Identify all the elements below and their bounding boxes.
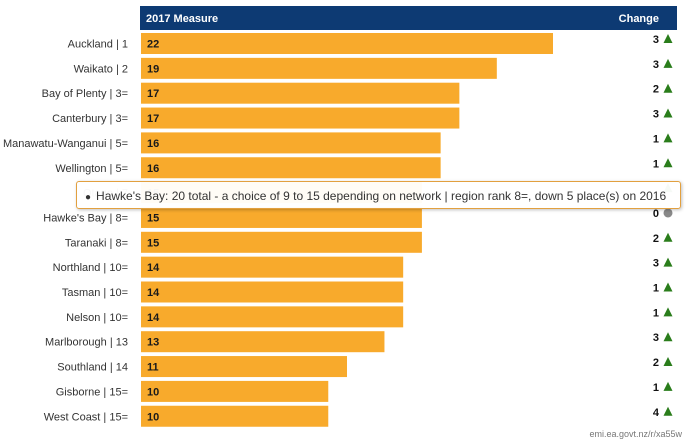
change-value-label: 2 <box>653 84 659 96</box>
change-up-arrow-icon <box>663 34 673 43</box>
bar-value-label: 17 <box>147 88 159 100</box>
change-up-arrow-icon <box>663 158 673 168</box>
bar <box>141 206 422 228</box>
bar-value-label: 16 <box>147 163 159 175</box>
bar <box>141 132 441 154</box>
bar-value-label: 15 <box>147 237 159 249</box>
change-value-label: 3 <box>653 258 659 270</box>
change-value-label: 3 <box>653 109 659 121</box>
bar <box>141 157 441 179</box>
change-up-arrow-icon <box>663 332 673 342</box>
bar <box>141 82 460 104</box>
category-label: Waikato | 2 <box>74 63 128 75</box>
bar-value-label: 11 <box>147 362 159 374</box>
source-url[interactable]: emi.ea.govt.nz/r/xa55w <box>589 429 682 439</box>
change-value-label: 1 <box>653 133 659 145</box>
bar <box>141 33 553 54</box>
category-label: Bay of Plenty | 3= <box>42 88 128 100</box>
bar-value-label: 22 <box>147 39 159 51</box>
bar-value-label: 14 <box>147 312 160 324</box>
header-change-label: Change <box>619 13 659 25</box>
chart-tooltip: ● Hawke's Bay: 20 total - a choice of 9 t… <box>76 181 681 209</box>
bar <box>141 380 329 402</box>
change-up-arrow-icon <box>663 83 673 93</box>
bar <box>141 107 460 129</box>
change-up-arrow-icon <box>663 406 673 416</box>
category-label: Nelson | 10= <box>66 312 128 324</box>
bar <box>141 256 404 278</box>
change-up-arrow-icon <box>663 307 673 317</box>
category-label: Hawke's Bay | 8= <box>43 212 128 224</box>
bar-value-label: 14 <box>147 262 160 274</box>
change-up-arrow-icon <box>663 381 673 391</box>
category-label: Manawatu-Wanganui | 5= <box>3 138 128 150</box>
bar-value-label: 17 <box>147 113 159 125</box>
category-label: Canterbury | 3= <box>52 113 128 125</box>
change-value-label: 3 <box>653 332 659 344</box>
category-label: West Coast | 15= <box>44 411 128 423</box>
bar <box>141 405 329 427</box>
change-value-label: 0 <box>653 208 659 220</box>
tooltip-bullet: ● <box>85 192 92 203</box>
change-up-arrow-icon <box>663 133 673 143</box>
category-label: Tasman | 10= <box>62 287 128 299</box>
change-up-arrow-icon <box>663 232 673 242</box>
category-label: Auckland | 1 <box>68 39 128 51</box>
change-up-arrow-icon <box>663 58 673 68</box>
change-up-arrow-icon <box>663 108 673 118</box>
bar-value-label: 10 <box>147 411 159 423</box>
bar <box>141 356 347 378</box>
bar-value-label: 10 <box>147 386 159 398</box>
change-value-label: 3 <box>653 59 659 71</box>
chart-header <box>140 6 677 30</box>
change-value-label: 1 <box>653 307 659 319</box>
change-value-label: 2 <box>653 233 659 245</box>
category-label: Northland | 10= <box>53 262 128 274</box>
no-change-dot-icon <box>663 208 673 218</box>
bar <box>141 331 385 353</box>
change-up-arrow-icon <box>663 357 673 367</box>
bar-value-label: 15 <box>147 212 159 224</box>
change-value-label: 1 <box>653 283 659 295</box>
category-label: Marlborough | 13 <box>45 337 128 349</box>
category-label: Taranaki | 8= <box>65 237 128 249</box>
change-up-arrow-icon <box>663 257 673 267</box>
change-value-label: 2 <box>653 357 659 369</box>
change-up-arrow-icon <box>663 282 673 292</box>
change-value-label: 1 <box>653 382 659 394</box>
bar <box>141 281 404 303</box>
tooltip-text: Hawke's Bay: 20 total - a choice of 9 to… <box>96 189 667 203</box>
bar <box>141 306 404 328</box>
category-label: Wellington | 5= <box>55 163 128 175</box>
bar-value-label: 19 <box>147 63 159 75</box>
bar-value-label: 14 <box>147 287 160 299</box>
change-value-label: 1 <box>653 158 659 170</box>
bar-value-label: 16 <box>147 138 159 150</box>
bar <box>141 231 422 253</box>
category-label: Southland | 14 <box>57 362 128 374</box>
header-measure-label: 2017 Measure <box>146 13 218 25</box>
change-value-label: 4 <box>653 407 660 419</box>
change-value-label: 3 <box>653 34 659 46</box>
category-label: Gisborne | 15= <box>56 386 128 398</box>
bar-value-label: 13 <box>147 337 159 349</box>
bar <box>141 57 497 79</box>
